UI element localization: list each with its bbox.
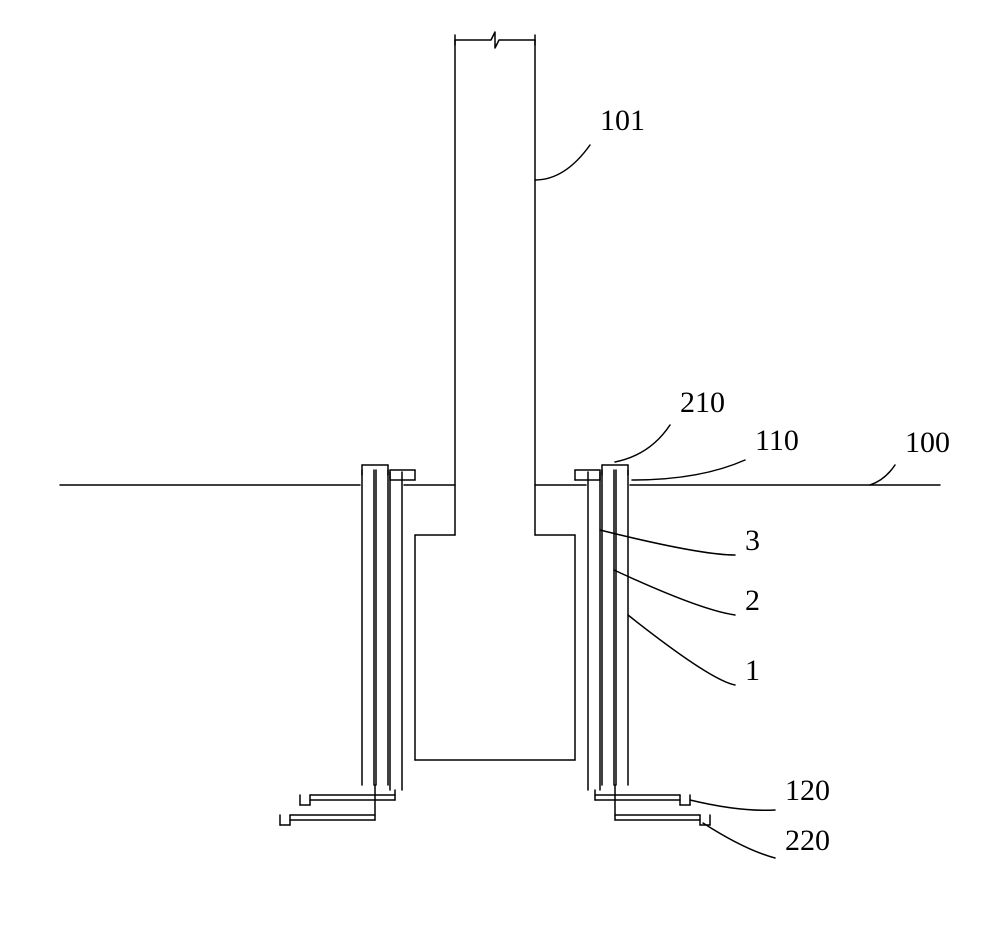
label-220: 220 bbox=[785, 824, 830, 857]
label-110: 110 bbox=[755, 424, 799, 457]
label-1: 1 bbox=[745, 654, 760, 687]
label-2: 2 bbox=[745, 584, 760, 617]
label-210: 210 bbox=[680, 386, 725, 419]
label-101: 101 bbox=[600, 104, 645, 137]
label-3: 3 bbox=[745, 524, 760, 557]
label-120: 120 bbox=[785, 774, 830, 807]
technical-drawing: 1 2 3 100 101 110 120 210 220 bbox=[0, 0, 1000, 925]
label-100: 100 bbox=[905, 426, 950, 459]
